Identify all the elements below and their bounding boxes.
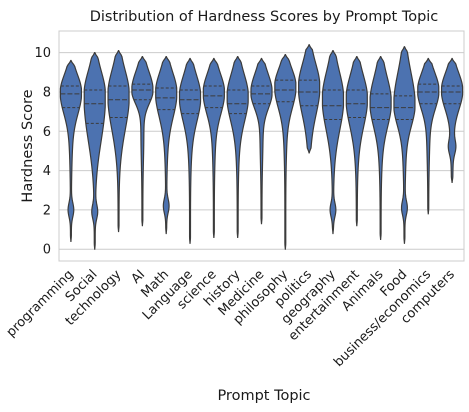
violin: [393, 46, 416, 244]
y-tick-label: 10: [34, 46, 51, 61]
violin-body: [298, 44, 321, 154]
violin: [440, 57, 464, 183]
x-axis-label: Prompt Topic: [217, 388, 310, 404]
violin-body: [440, 57, 464, 183]
y-tick-label: 4: [43, 164, 51, 179]
violin-body: [202, 57, 225, 239]
violin: [202, 57, 225, 239]
plot-frame: [58, 30, 465, 262]
chart-title: Distribution of Hardness Scores by Promp…: [90, 9, 439, 25]
violin: [131, 55, 154, 227]
y-tick-label: 8: [43, 85, 51, 100]
violin: [155, 55, 178, 235]
violin: [369, 55, 392, 240]
violin: [250, 57, 273, 225]
violin-body: [417, 57, 440, 215]
violins: [59, 44, 464, 250]
violin: [321, 50, 345, 235]
violin: [417, 57, 440, 215]
violin: [178, 57, 202, 244]
violin-body: [83, 52, 106, 250]
x-tick-label: programming: [4, 267, 77, 340]
y-axis-label: Hardness Score: [20, 89, 36, 202]
violin: [107, 50, 130, 233]
violin-body: [59, 59, 83, 242]
violin-body: [107, 50, 130, 233]
y-tick-label: 6: [43, 125, 51, 140]
violin-body: [393, 46, 416, 244]
violin-body: [345, 55, 368, 227]
violin-body: [321, 50, 345, 235]
violin-body: [274, 53, 297, 250]
violin-body: [369, 55, 392, 240]
violin: [226, 55, 249, 239]
violin: [274, 53, 297, 250]
violin-body: [250, 57, 273, 225]
violin-body: [226, 55, 249, 239]
y-tick-label: 2: [43, 203, 51, 218]
violin: [59, 59, 83, 242]
violin: [298, 44, 321, 154]
violin: [345, 55, 368, 227]
violin: [83, 52, 106, 250]
violin-body: [178, 57, 202, 244]
violin-body: [131, 55, 154, 227]
y-tick-label: 0: [43, 243, 51, 258]
y-tick-labels: 0 2 4 6 8 10: [34, 46, 51, 258]
violin-body: [155, 55, 178, 235]
